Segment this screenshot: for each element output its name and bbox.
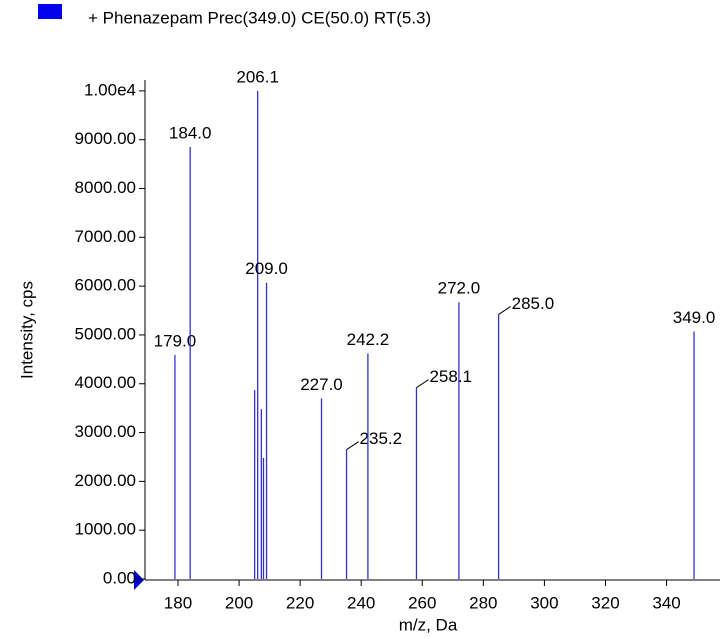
- label-leader: [416, 379, 429, 389]
- peak-label: 349.0: [673, 308, 716, 327]
- label-leader: [346, 441, 359, 451]
- x-tick-label: 280: [469, 593, 497, 612]
- y-tick-label: 1.00e4: [84, 80, 136, 99]
- label-leader: [498, 306, 511, 315]
- legend-swatch: [38, 4, 62, 19]
- x-tick-label: 200: [225, 593, 253, 612]
- peak-label: 184.0: [169, 123, 212, 142]
- y-tick-label: 1000.00: [75, 520, 136, 539]
- x-tick-label: 320: [591, 593, 619, 612]
- peak-label: 209.0: [245, 259, 288, 278]
- peak-label: 179.0: [154, 331, 197, 350]
- y-tick-label: 6000.00: [75, 276, 136, 295]
- peak-label: 258.1: [429, 367, 472, 386]
- peak-label: 272.0: [438, 279, 481, 298]
- legend-text: + Phenazepam Prec(349.0) CE(50.0) RT(5.3…: [88, 8, 431, 27]
- x-tick-label: 220: [286, 593, 314, 612]
- peak-label: 227.0: [300, 375, 343, 394]
- peak-label: 285.0: [512, 294, 555, 313]
- x-tick-label: 300: [530, 593, 558, 612]
- y-tick-label: 5000.00: [75, 324, 136, 343]
- x-tick-label: 240: [347, 593, 375, 612]
- y-tick-label: 9000.00: [75, 129, 136, 148]
- peak-label: 206.1: [236, 67, 279, 86]
- y-axis-label: Intensity, cps: [17, 281, 36, 379]
- x-tick-label: 340: [652, 593, 680, 612]
- y-tick-label: 0.00: [103, 568, 136, 587]
- y-tick-label: 4000.00: [75, 373, 136, 392]
- peak-label: 235.2: [360, 429, 403, 448]
- y-tick-label: 2000.00: [75, 471, 136, 490]
- origin-marker: [134, 570, 144, 590]
- x-axis-label: m/z, Da: [399, 615, 458, 634]
- peak-label: 242.2: [347, 330, 390, 349]
- x-tick-label: 260: [408, 593, 436, 612]
- x-tick-label: 180: [164, 593, 192, 612]
- y-tick-label: 7000.00: [75, 227, 136, 246]
- y-tick-label: 8000.00: [75, 178, 136, 197]
- y-tick-label: 3000.00: [75, 422, 136, 441]
